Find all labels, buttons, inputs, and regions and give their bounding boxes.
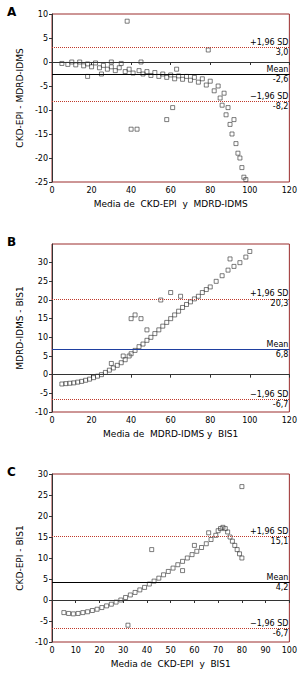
svg-text:-8,2: -8,2	[273, 102, 289, 111]
svg-text:CKD-EPI - MDRD-IDMS: CKD-EPI - MDRD-IDMS	[15, 48, 25, 148]
svg-text:10: 10	[38, 333, 48, 342]
svg-text:25: 25	[38, 491, 48, 500]
svg-text:5: 5	[43, 34, 48, 43]
svg-text:10: 10	[38, 554, 48, 563]
svg-text:15: 15	[38, 314, 48, 323]
svg-text:20: 20	[94, 646, 104, 655]
svg-text:15: 15	[38, 533, 48, 542]
svg-text:20,3: 20,3	[271, 299, 289, 308]
svg-text:3,0: 3,0	[276, 48, 289, 57]
svg-text:0: 0	[49, 646, 54, 655]
svg-text:120: 120	[282, 416, 297, 425]
svg-text:60: 60	[166, 186, 176, 195]
svg-text:-5: -5	[40, 617, 48, 626]
svg-text:90: 90	[261, 646, 271, 655]
svg-text:20: 20	[86, 186, 96, 195]
svg-text:5: 5	[43, 575, 48, 584]
svg-text:50: 50	[166, 646, 176, 655]
svg-text:-10: -10	[35, 638, 48, 647]
svg-text:4,2: 4,2	[276, 583, 289, 592]
svg-text:-20: -20	[35, 154, 48, 163]
svg-text:MDRD-IDMS - BIS1: MDRD-IDMS - BIS1	[15, 286, 25, 369]
svg-text:A: A	[7, 5, 17, 19]
svg-text:-2,6: -2,6	[273, 75, 289, 84]
svg-text:-6,7: -6,7	[273, 629, 289, 638]
svg-text:Mean: Mean	[267, 573, 289, 582]
svg-text:Mean: Mean	[267, 65, 289, 74]
svg-text:Media de CKD-EPI y MDRD-IDM: Media de CKD-EPI y MDRD-IDMS	[94, 199, 248, 209]
svg-text:80: 80	[237, 646, 247, 655]
svg-text:20: 20	[38, 296, 48, 305]
svg-text:+1,96 SD: +1,96 SD	[250, 289, 288, 298]
svg-text:20: 20	[86, 416, 96, 425]
svg-text:0: 0	[49, 416, 54, 425]
svg-text:Mean: Mean	[267, 340, 289, 349]
svg-text:100: 100	[242, 186, 257, 195]
svg-text:80: 80	[205, 186, 215, 195]
svg-text:−1,96 SD: −1,96 SD	[250, 619, 288, 628]
svg-text:100: 100	[242, 416, 257, 425]
svg-text:0: 0	[43, 596, 48, 605]
svg-text:−1,96 SD: −1,96 SD	[250, 92, 288, 101]
svg-text:25: 25	[38, 277, 48, 286]
svg-text:20: 20	[38, 512, 48, 521]
svg-text:Media de CKD-EPI y BIS1: Media de CKD-EPI y BIS1	[111, 659, 231, 669]
svg-text:-15: -15	[35, 130, 48, 139]
svg-text:30: 30	[38, 258, 48, 267]
svg-text:40: 40	[126, 416, 136, 425]
svg-text:0: 0	[49, 186, 54, 195]
svg-text:B: B	[7, 235, 16, 249]
svg-text:15,1: 15,1	[271, 537, 289, 546]
svg-text:+1,96 SD: +1,96 SD	[250, 527, 288, 536]
svg-text:C: C	[7, 465, 16, 479]
svg-text:-5: -5	[40, 82, 48, 91]
svg-text:10: 10	[38, 10, 48, 19]
svg-text:-10: -10	[35, 106, 48, 115]
svg-text:0: 0	[43, 58, 48, 67]
svg-text:120: 120	[282, 186, 297, 195]
svg-text:30: 30	[118, 646, 128, 655]
svg-text:-5: -5	[40, 389, 48, 398]
svg-text:40: 40	[142, 646, 152, 655]
svg-text:5: 5	[43, 352, 48, 361]
svg-text:40: 40	[126, 186, 136, 195]
svg-text:-6,7: -6,7	[273, 400, 289, 409]
svg-text:CKD-EPI - BIS1: CKD-EPI - BIS1	[15, 525, 25, 590]
svg-text:+1,96 SD: +1,96 SD	[250, 38, 288, 47]
svg-text:6,8: 6,8	[276, 350, 289, 359]
svg-text:-25: -25	[35, 178, 48, 187]
svg-text:80: 80	[205, 416, 215, 425]
svg-text:100: 100	[282, 646, 297, 655]
svg-text:60: 60	[189, 646, 199, 655]
svg-text:10: 10	[71, 646, 81, 655]
svg-text:−1,96 SD: −1,96 SD	[250, 390, 288, 399]
svg-text:Media de MDRD-IDMS y BIS1: Media de MDRD-IDMS y BIS1	[103, 429, 238, 439]
svg-text:70: 70	[213, 646, 223, 655]
svg-text:0: 0	[43, 370, 48, 379]
svg-text:60: 60	[166, 416, 176, 425]
svg-text:30: 30	[38, 470, 48, 479]
svg-text:-10: -10	[35, 408, 48, 417]
